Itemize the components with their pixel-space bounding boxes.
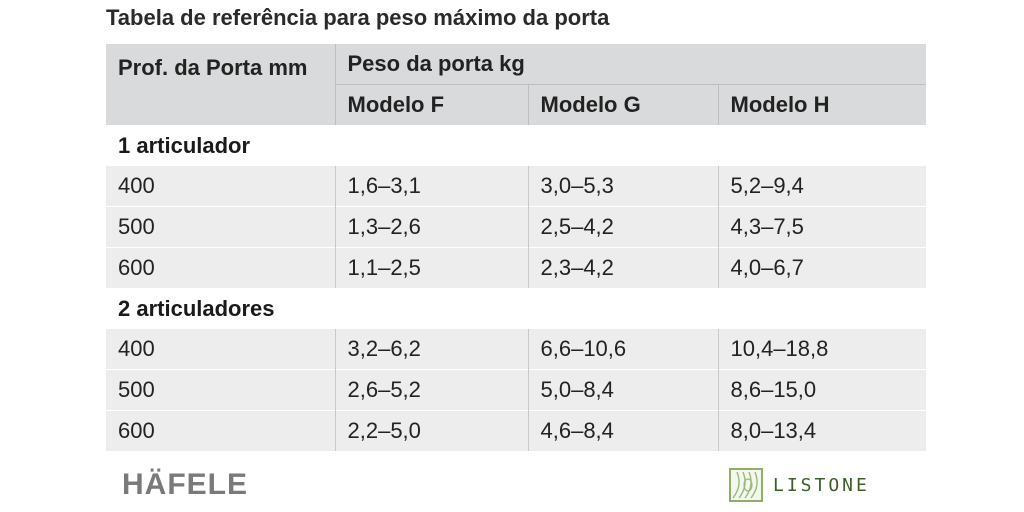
table-row: 600 2,2–5,0 4,6–8,4 8,0–13,4	[106, 410, 927, 451]
cell-model-g: 6,6–10,6	[527, 329, 718, 370]
cell-model-g: 5,0–8,4	[527, 369, 718, 411]
cell-model-f: 1,3–2,6	[334, 206, 528, 248]
cell-model-g: 2,5–4,2	[527, 206, 718, 248]
cell-depth: 500	[106, 369, 335, 411]
wood-grain-icon	[729, 468, 763, 502]
table-title: Tabela de referência para peso máximo da…	[106, 5, 610, 30]
cell-model-h: 10,4–18,8	[717, 329, 927, 370]
table-row: 600 1,1–2,5 2,3–4,2 4,0–6,7	[106, 247, 927, 288]
cell-depth: 600	[106, 247, 335, 288]
section-label-2-hinges: 2 articuladores	[106, 288, 927, 329]
cell-model-h: 5,2–9,4	[717, 166, 927, 207]
cell-model-g: 2,3–4,2	[527, 247, 718, 288]
header-model-f: Modelo F	[334, 84, 528, 125]
cell-model-g: 3,0–5,3	[527, 166, 718, 207]
table-row: 400 3,2–6,2 6,6–10,6 10,4–18,8	[106, 329, 927, 370]
hafele-logo: HÄFELE	[122, 468, 248, 501]
listone-wordmark: LISTONE	[773, 474, 870, 496]
cell-depth: 500	[106, 206, 335, 248]
cell-model-f: 3,2–6,2	[334, 329, 528, 370]
header-door-depth: Prof. da Porta mm	[106, 44, 335, 125]
table-row: 400 1,6–3,1 3,0–5,3 5,2–9,4	[106, 166, 927, 207]
cell-model-g: 4,6–8,4	[527, 410, 718, 451]
weight-reference-table: Prof. da Porta mm Peso da porta kg Model…	[106, 44, 927, 451]
cell-model-f: 1,1–2,5	[334, 247, 528, 288]
cell-model-f: 1,6–3,1	[334, 166, 528, 207]
cell-model-h: 4,0–6,7	[717, 247, 927, 288]
table-row: 500 1,3–2,6 2,5–4,2 4,3–7,5	[106, 206, 927, 248]
cell-model-f: 2,6–5,2	[334, 369, 528, 411]
cell-model-h: 8,6–15,0	[717, 369, 927, 411]
cell-model-f: 2,2–5,0	[334, 410, 528, 451]
cell-model-h: 4,3–7,5	[717, 206, 927, 248]
cell-depth: 400	[106, 329, 335, 370]
cell-depth: 600	[106, 410, 335, 451]
table-row: 500 2,6–5,2 5,0–8,4 8,6–15,0	[106, 369, 927, 411]
cell-depth: 400	[106, 166, 335, 207]
listone-logo: LISTONE	[729, 468, 870, 502]
cell-model-h: 8,0–13,4	[717, 410, 927, 451]
header-model-h: Modelo H	[717, 84, 927, 125]
header-door-weight: Peso da porta kg	[334, 44, 927, 85]
header-model-g: Modelo G	[527, 84, 718, 125]
section-label-1-hinge: 1 articulador	[106, 125, 927, 166]
